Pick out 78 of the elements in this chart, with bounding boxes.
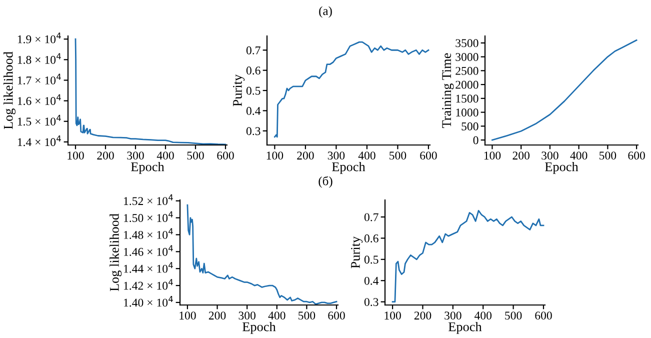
x-tick-label: 100 [266,152,284,160]
x-tick-label: 200 [297,152,314,160]
line-series [186,204,338,305]
x-tick-label: 200 [512,152,530,160]
x-tick-label: 200 [208,312,226,320]
line-series [274,41,430,138]
y-tick-label: 0.7 [246,46,260,54]
x-tick-label: 100 [180,312,196,320]
x-tick-label: 600 [328,312,345,320]
x-tick-label: 300 [238,312,256,320]
x-tick-label: 300 [444,312,462,320]
line-series [492,39,638,141]
text: (б) [318,176,332,188]
y-axis-title: Log likelihood [3,52,16,130]
x-tick-label: 500 [505,312,522,320]
y-axis-title: Training Time [442,53,454,128]
x-tick-label: 100 [484,152,501,160]
x-tick-label: 400 [268,312,286,320]
x-axis-title: Epoch [242,322,276,334]
x-axis-title: Epoch [332,162,366,174]
y-tick-label: 1.4 × 10$^{4}$ [18,135,61,146]
x-tick-label: 300 [542,152,558,160]
x-tick-label: 200 [414,312,432,320]
x-tick-label: 100 [68,152,84,160]
y-tick-label: 0.7 [364,213,378,222]
y-tick-label: 1500 [456,94,478,103]
y-tick-label: 3500 [456,39,478,48]
x-tick-label: 600 [217,152,234,160]
y-tick-label: 1.9 × 10$^{4}$ [18,32,61,44]
y-tick-label: 0 [473,136,478,144]
y-tick-label: 1.44 × 10$^{4}$ [124,262,173,273]
y-tick-label: 0.3 [364,298,378,306]
x-tick-label: 400 [358,152,376,160]
y-tick-label: 3000 [456,53,478,62]
y-tick-label: 0.6 [364,234,378,242]
x-tick-label: 500 [390,152,406,160]
y-tick-label: 1.5 × 10$^{4}$ [18,114,61,126]
x-tick-label: 200 [97,152,114,160]
y-tick-label: 2500 [456,66,478,75]
y-tick-label: 1.7 × 10$^{4}$ [18,74,61,84]
x-tick-label: 600 [420,152,437,160]
x-axis-title: Epoch [448,322,482,334]
x-tick-label: 400 [570,152,588,160]
y-axis-title: Log likelihood [110,214,122,292]
x-tick-label: 500 [298,312,316,320]
x-axis-title: Epoch [545,162,578,174]
x-tick-label: 600 [535,312,552,320]
line-series [74,38,226,145]
y-tick-label: 0.5 [364,256,378,264]
x-tick-label: 400 [474,312,492,320]
chart-title: (a) [319,6,332,18]
x-tick-label: 400 [156,152,174,160]
y-tick-label: 1.8 × 10$^{4}$ [18,53,61,64]
x-axis-title: Epoch [131,162,164,174]
y-tick-label: 1.50 × 10$^{4}$ [124,211,173,222]
y-tick-label: 500 [462,122,478,130]
y-tick-label: 1.42 × 10$^{4}$ [124,279,173,290]
x-tick-label: 100 [384,312,401,320]
y-tick-label: 0.3 [246,127,260,136]
y-tick-label: 0.6 [246,66,260,75]
x-tick-label: 300 [127,152,144,160]
y-tick-label: 1.46 × 10$^{4}$ [124,245,173,256]
y-axis-title: Purity [233,74,245,106]
x-tick-label: 500 [187,152,204,160]
y-tick-label: 0.4 [246,106,261,115]
y-tick-label: 1.6 × 10$^{4}$ [18,94,61,106]
x-tick-label: 300 [328,152,345,160]
y-tick-label: 1000 [456,108,478,116]
y-tick-label: 1.40 × 10$^{4}$ [124,296,173,307]
y-tick-label: 2000 [456,80,478,89]
line-series [392,210,544,303]
x-tick-label: 600 [628,152,645,160]
x-tick-label: 500 [600,152,616,160]
y-tick-label: 1.52 × 10$^{4}$ [124,194,173,206]
y-tick-label: 0.4 [364,276,379,285]
y-axis-title: Purity [351,236,363,268]
y-tick-label: 0.5 [246,86,260,95]
y-tick-label: 1.48 × 10$^{4}$ [124,228,173,239]
